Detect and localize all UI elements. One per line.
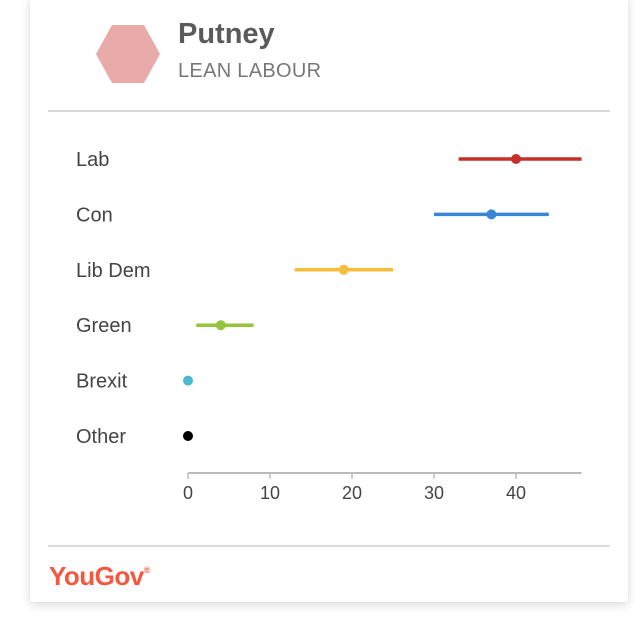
party-label-lib-dem: Lib Dem xyxy=(76,260,150,282)
estimate-dot-lib-dem xyxy=(338,264,349,275)
party-label-lab: Lab xyxy=(76,149,109,171)
x-tick-label: 20 xyxy=(342,483,362,503)
estimate-dot-brexit xyxy=(183,375,193,386)
x-tick-label: 0 xyxy=(183,483,193,503)
registered-mark: ® xyxy=(143,565,151,575)
yougov-logo: YouGov® xyxy=(49,561,150,592)
estimate-dot-lab xyxy=(511,154,521,164)
estimate-dot-other xyxy=(183,431,193,441)
estimate-dot-green xyxy=(215,320,226,331)
x-tick-label: 10 xyxy=(260,483,280,503)
x-tick-label: 40 xyxy=(506,483,526,503)
constituency-name: Putney xyxy=(178,18,275,50)
rating-hexagon-icon xyxy=(96,25,160,83)
header-divider xyxy=(48,110,610,112)
party-share-chart: Lab Con Lib Dem Green Brexit Other 0 10 20 30 40 xyxy=(76,149,582,503)
party-label-brexit: Brexit xyxy=(76,371,128,393)
party-label-con: Con xyxy=(76,204,113,226)
party-label-green: Green xyxy=(76,315,132,337)
constituency-card xyxy=(30,0,628,602)
yougov-logo-text: YouGov xyxy=(49,561,144,591)
party-label-other: Other xyxy=(76,426,126,448)
x-tick-label: 30 xyxy=(424,483,444,503)
footer-divider xyxy=(48,545,610,547)
estimate-dot-con xyxy=(486,209,497,220)
seat-rating: LEAN LABOUR xyxy=(178,60,322,82)
